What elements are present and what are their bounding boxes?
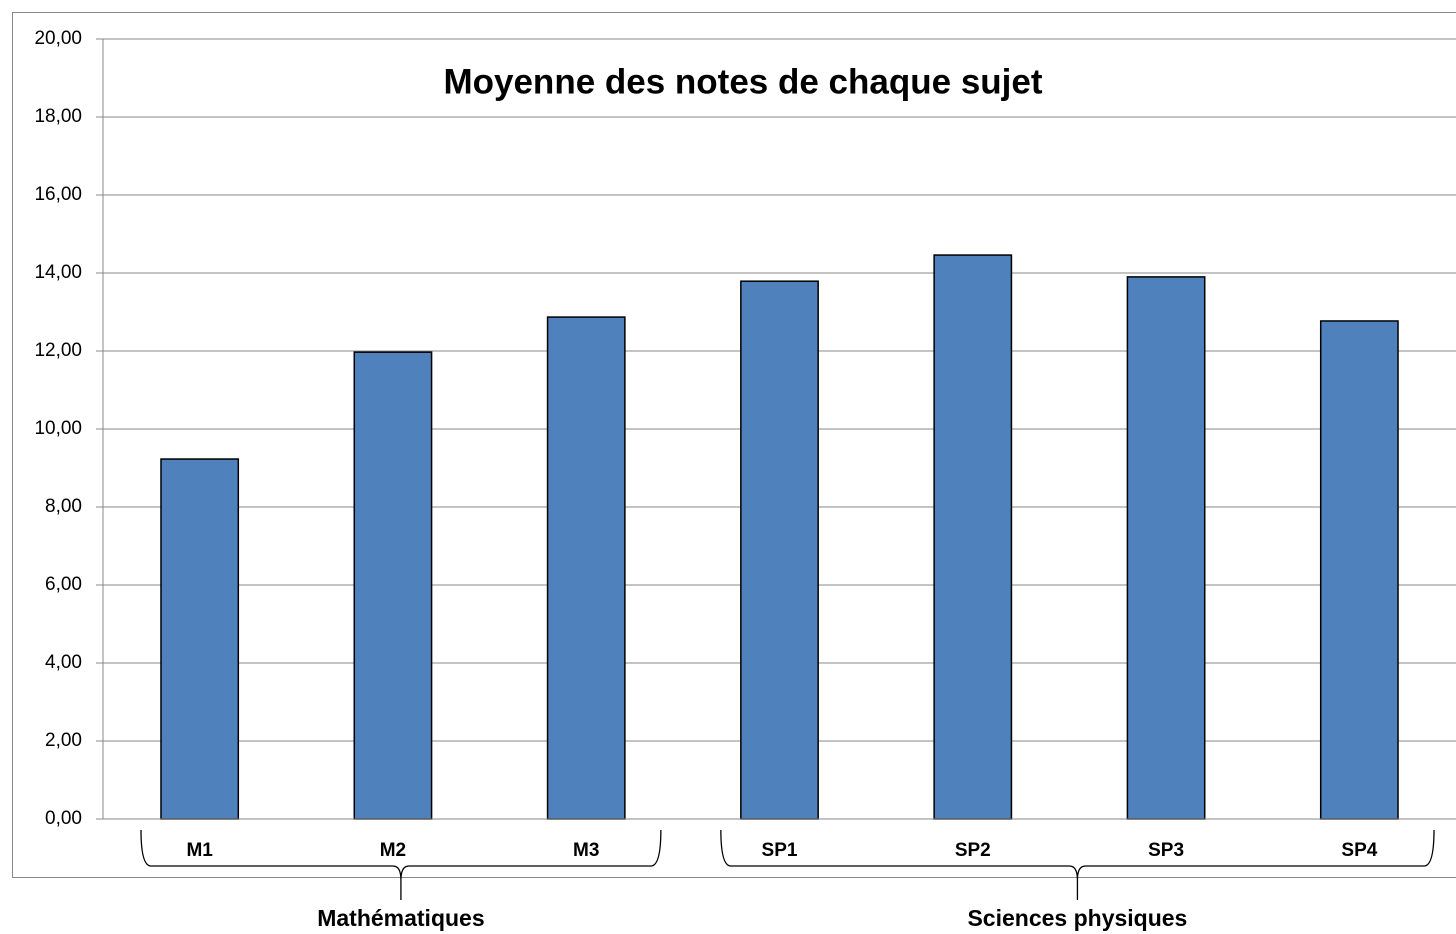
y-tick-label: 14,00 <box>34 262 82 283</box>
y-tick-label: 8,00 <box>45 496 82 517</box>
bar <box>160 458 240 820</box>
x-tick-label: SP2 <box>955 840 991 861</box>
bar <box>933 254 1013 820</box>
bar <box>1319 320 1399 820</box>
chart-frame <box>12 12 1456 878</box>
x-tick-label: M1 <box>186 840 213 861</box>
group-brace <box>140 829 662 900</box>
y-tick-label: 4,00 <box>45 652 82 673</box>
y-tick-label: 0,00 <box>45 808 82 829</box>
group-label: Sciences physiques <box>967 905 1187 931</box>
x-tick-label: SP4 <box>1341 840 1377 861</box>
x-tick-label: M2 <box>380 840 406 861</box>
group-label: Mathématiques <box>317 905 484 931</box>
bar <box>740 280 819 820</box>
y-tick-label: 2,00 <box>45 730 82 751</box>
chart-title: Moyenne des notes de chaque sujet <box>443 62 1042 101</box>
x-tick-label: SP1 <box>762 840 798 861</box>
bar <box>546 316 626 820</box>
y-tick-label: 18,00 <box>34 106 82 127</box>
bar <box>1126 276 1206 820</box>
y-tick-label: 16,00 <box>34 184 82 205</box>
group-brace <box>720 829 1435 900</box>
y-tick-label: 10,00 <box>34 418 82 439</box>
x-tick-label: SP3 <box>1148 840 1184 861</box>
x-tick-label: M3 <box>573 840 599 861</box>
bar <box>353 351 433 820</box>
y-tick-label: 6,00 <box>45 574 82 595</box>
y-tick-label: 20,00 <box>34 28 82 49</box>
y-tick-label: 12,00 <box>34 340 82 361</box>
